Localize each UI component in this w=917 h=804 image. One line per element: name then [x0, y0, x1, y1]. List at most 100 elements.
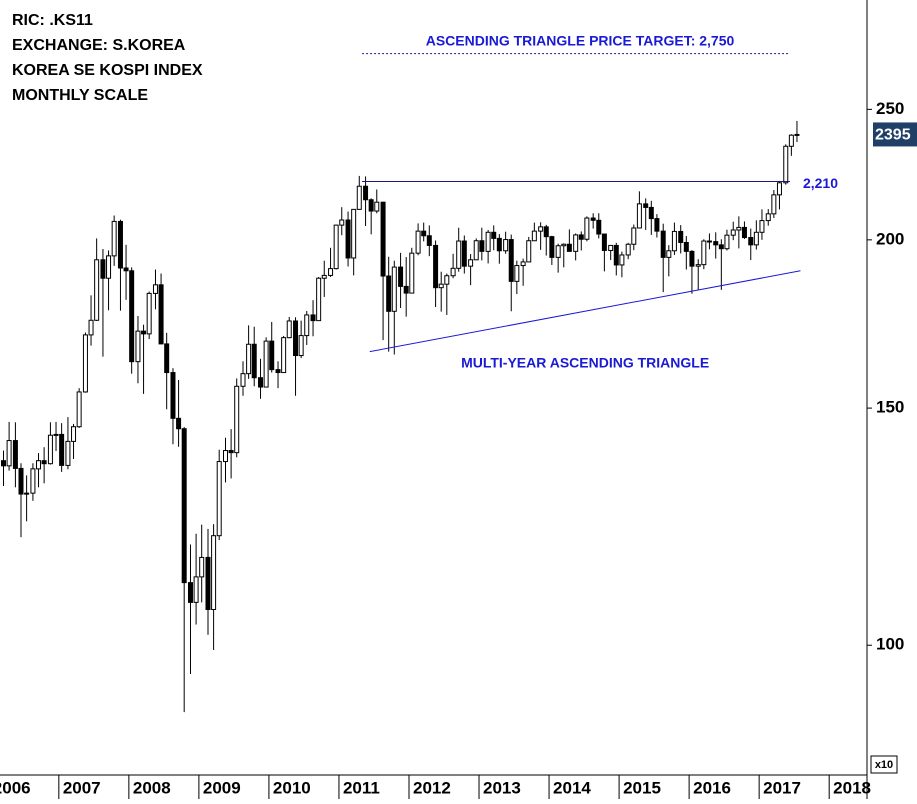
- candle-body: [508, 239, 514, 282]
- x-tick-label: 2016: [693, 778, 731, 797]
- x-tick-label: 2006: [0, 778, 31, 797]
- candle-body: [444, 275, 450, 285]
- candle-body: [695, 264, 701, 267]
- candle-body: [718, 244, 724, 250]
- candle-body: [1, 460, 7, 467]
- candle-body: [146, 292, 152, 335]
- candle-body: [491, 231, 497, 239]
- x-tick-label: 2018: [833, 778, 871, 797]
- candle-body: [152, 284, 158, 294]
- candle-body: [71, 426, 77, 442]
- candle-body: [193, 576, 199, 603]
- candle-body: [531, 230, 537, 242]
- candle-body: [631, 227, 637, 245]
- candle-body: [228, 450, 234, 454]
- x-tick-label: 2007: [63, 778, 101, 797]
- info-line: KOREA SE KOSPI INDEX: [12, 62, 203, 79]
- candle-body: [269, 340, 275, 371]
- candle-body: [135, 330, 141, 363]
- candle-body: [771, 194, 777, 215]
- candle-body: [636, 203, 642, 229]
- candle-body: [759, 220, 765, 233]
- candle-body: [88, 319, 94, 336]
- candle-body: [503, 239, 509, 252]
- candle-body: [666, 250, 672, 258]
- candle-body: [275, 369, 281, 374]
- candle-body: [538, 226, 544, 232]
- candle-body: [730, 229, 736, 236]
- candle-body: [298, 335, 304, 357]
- candle-body: [170, 372, 176, 419]
- candle-body: [141, 330, 147, 335]
- candle-body: [794, 133, 800, 136]
- candle-body: [158, 284, 164, 345]
- last-price-label: 2395: [875, 127, 911, 144]
- candle-body: [654, 218, 660, 232]
- candle-body: [748, 237, 754, 246]
- candle-body: [479, 240, 485, 252]
- candle-body: [426, 235, 432, 246]
- candle-body: [65, 440, 71, 466]
- candle-body: [433, 244, 439, 289]
- candle-body: [30, 468, 36, 494]
- candle-body: [409, 252, 415, 294]
- candle-body: [94, 259, 100, 321]
- candle-body: [584, 217, 590, 240]
- y-tick-label: 150: [876, 398, 904, 417]
- candle-body: [316, 277, 322, 322]
- candle-body: [613, 244, 619, 266]
- resistance-label: 2,210: [803, 175, 838, 191]
- candle-body: [59, 433, 65, 466]
- candle-body: [187, 582, 193, 603]
- x-tick-label: 2008: [133, 778, 171, 797]
- candle-body: [164, 343, 170, 374]
- candle-body: [578, 234, 584, 240]
- candle-body: [47, 434, 53, 465]
- candle-body: [391, 266, 397, 312]
- candle-body: [421, 230, 427, 237]
- x-tick-label: 2011: [343, 778, 380, 797]
- candle-body: [468, 259, 474, 267]
- candle-body: [123, 267, 129, 272]
- candle-body: [689, 250, 695, 267]
- candle-body: [514, 265, 520, 282]
- candle-body: [117, 220, 123, 269]
- candle-body: [351, 208, 357, 259]
- scale-note-box: [870, 755, 898, 774]
- scale-note: x10: [875, 759, 893, 771]
- candle-body: [234, 385, 240, 454]
- candle-body: [321, 274, 327, 279]
- candle-body: [753, 231, 759, 246]
- candle-body: [736, 226, 742, 231]
- candle-body: [310, 314, 316, 322]
- candle-body: [18, 467, 24, 495]
- candle-body: [456, 240, 462, 269]
- candle-body: [12, 440, 18, 469]
- candle-body: [345, 219, 351, 259]
- x-tick-label: 2013: [483, 778, 521, 797]
- candle-body: [461, 240, 467, 267]
- y-tick-label: 250: [876, 99, 904, 118]
- candle-body: [368, 199, 374, 212]
- candle-body: [724, 234, 730, 250]
- candle-body: [111, 220, 117, 257]
- candle-body: [356, 185, 362, 210]
- candle-body: [590, 217, 596, 221]
- candle-body: [601, 233, 607, 251]
- candle-body: [573, 234, 579, 252]
- candle-body: [281, 337, 287, 374]
- candle-body: [671, 230, 677, 252]
- candle-body: [106, 255, 112, 279]
- info-line: MONTHLY SCALE: [12, 87, 148, 104]
- x-tick-label: 2010: [273, 778, 311, 797]
- candle-body: [596, 219, 602, 235]
- candle-body: [53, 433, 59, 436]
- candle-body: [76, 391, 82, 428]
- candle-body: [549, 236, 555, 258]
- candle-body: [333, 224, 339, 270]
- candle-body: [526, 240, 532, 263]
- candle-body: [363, 185, 369, 201]
- candle-body: [496, 237, 502, 252]
- target-label: ASCENDING TRIANGLE PRICE TARGET: 2,750: [426, 32, 735, 48]
